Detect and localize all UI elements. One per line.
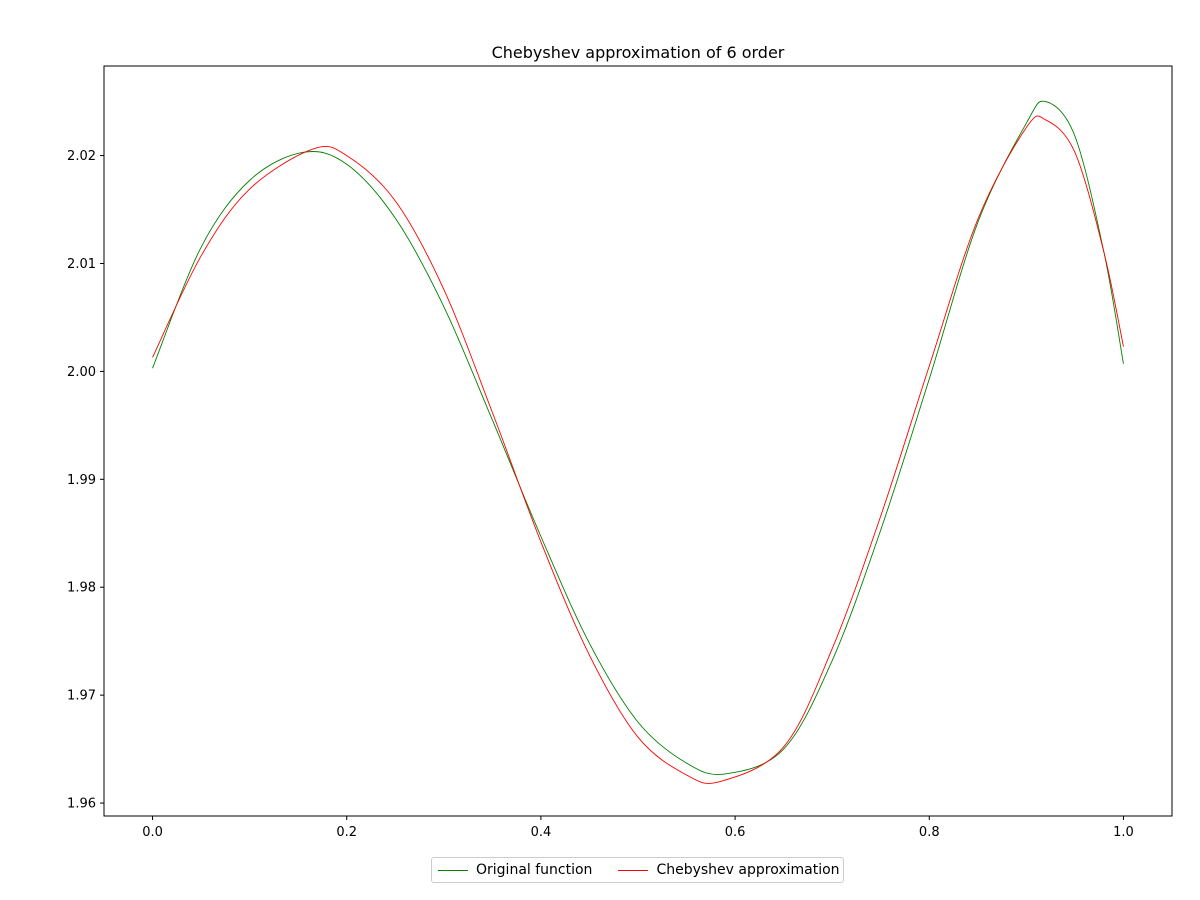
legend-item-chebyshev: Chebyshev approximation	[618, 862, 840, 878]
x-tick-label: 0.6	[725, 825, 746, 840]
x-tick-label: 0.4	[531, 825, 552, 840]
y-tick-label: 2.00	[67, 365, 96, 380]
series-line-original-function	[152, 100, 1124, 775]
chart-title: Chebyshev approximation of 6 order	[492, 43, 785, 62]
x-tick-label: 1.0	[1113, 825, 1134, 840]
y-tick-label: 1.96	[67, 797, 96, 812]
y-tick-label: 1.98	[67, 581, 96, 596]
x-tick-label: 0.8	[919, 825, 940, 840]
legend-swatch-chebyshev	[618, 869, 649, 871]
y-tick-label: 2.02	[67, 149, 96, 164]
legend: Original function Chebyshev approximatio…	[431, 857, 844, 883]
plot-lines	[152, 100, 1124, 784]
legend-item-original: Original function	[438, 862, 592, 878]
legend-label-original: Original function	[476, 862, 593, 878]
y-tick-label: 2.01	[67, 257, 96, 272]
y-tick-label: 1.97	[67, 689, 96, 704]
series-line-chebyshev-approximation	[152, 115, 1124, 784]
legend-swatch-original	[438, 869, 468, 871]
y-tick-label: 1.99	[67, 473, 96, 488]
x-tick-label: 0.2	[336, 825, 357, 840]
x-axis: 0.0 0.2 0.4 0.6 0.8 1.0	[142, 816, 1134, 840]
y-axis: 1.96 1.97 1.98 1.99 2.00 2.01 2.02	[67, 149, 104, 812]
x-tick-label: 0.0	[142, 825, 163, 840]
plot-area-frame	[103, 65, 1173, 817]
legend-label-chebyshev: Chebyshev approximation	[656, 862, 840, 878]
